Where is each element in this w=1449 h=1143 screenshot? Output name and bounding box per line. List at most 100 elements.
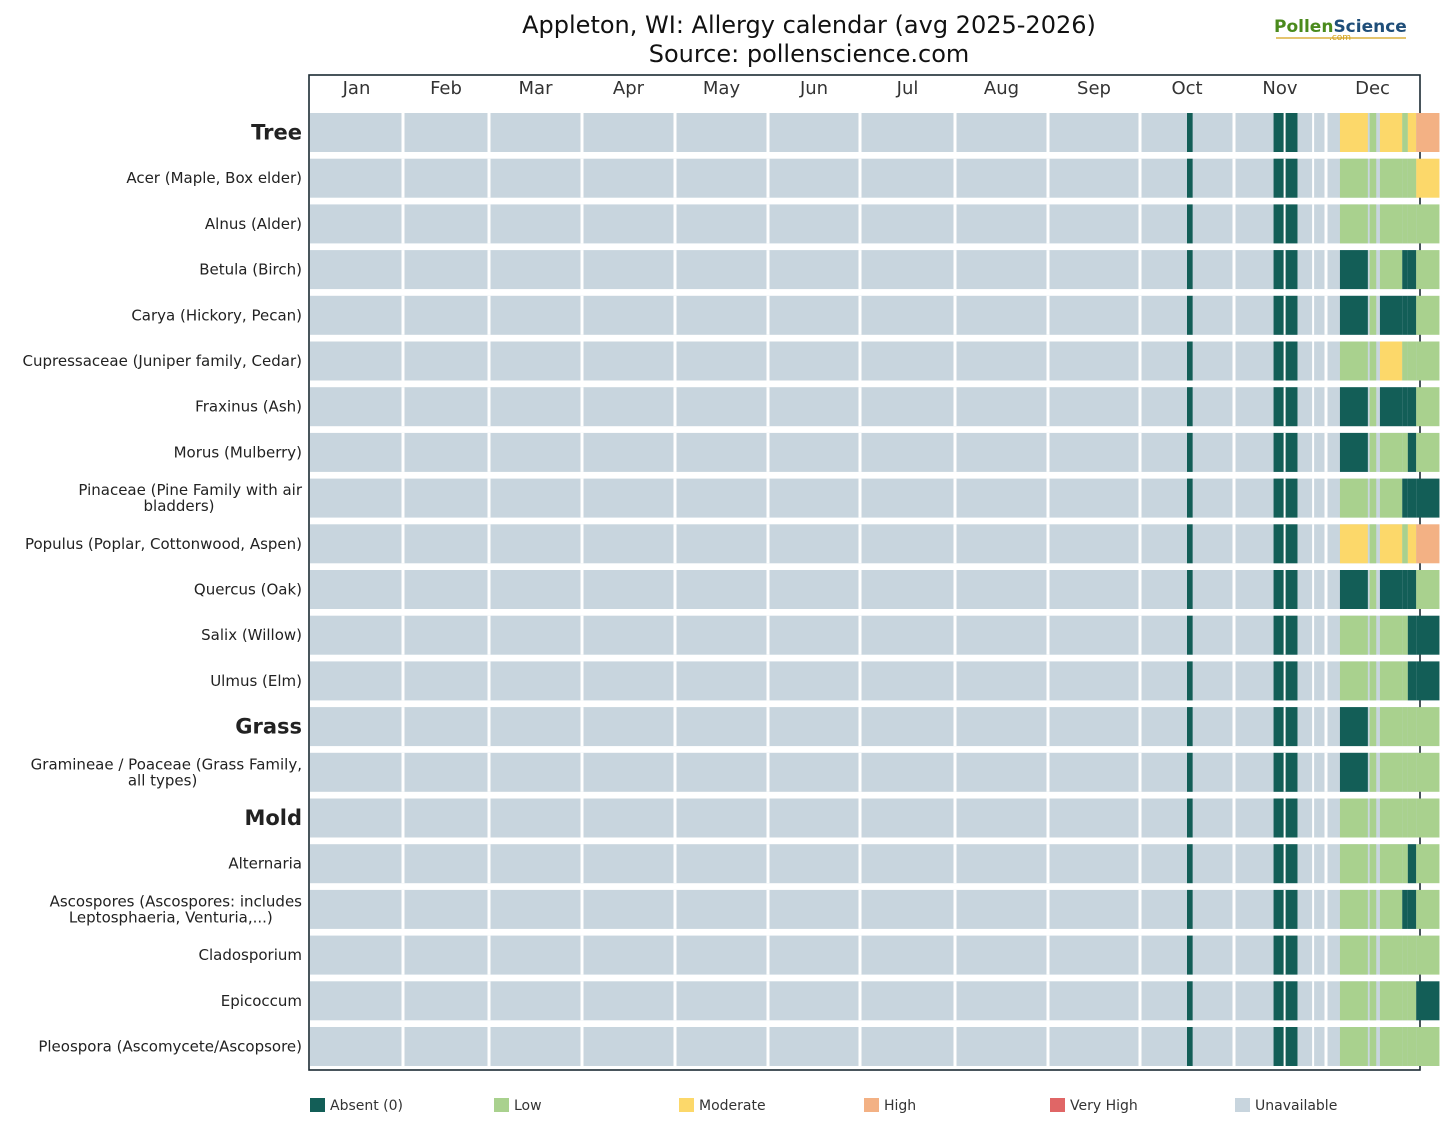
month-separator (673, 889, 677, 929)
month-separator (766, 478, 770, 518)
row-background (310, 844, 1419, 884)
legend-swatch (1050, 1098, 1065, 1112)
pollen-level-cell (1379, 1027, 1403, 1066)
month-separator (953, 570, 957, 609)
week-separator (1312, 295, 1315, 335)
month-separator (858, 844, 862, 884)
month-separator (1046, 889, 1050, 929)
month-separator (1138, 570, 1142, 609)
pollen-level-cell (1407, 204, 1417, 244)
legend: Absent (0) Low Moderate High Very High Unavai… (310, 1098, 1337, 1114)
month-label: Apr (613, 78, 645, 99)
month-label: Oct (1171, 78, 1202, 99)
month-separator (953, 935, 957, 975)
species-row: Alternaria (228, 844, 1440, 884)
week-separator (1312, 387, 1315, 427)
month-separator (858, 981, 862, 1021)
pollen-level-cell (1339, 935, 1368, 975)
pollen-level-cell (1416, 432, 1440, 472)
month-separator (1232, 570, 1236, 609)
month-separator (580, 889, 584, 929)
pollen-level-cell (1187, 113, 1193, 152)
month-separator (1324, 387, 1328, 427)
month-separator (1138, 478, 1142, 518)
pollen-level-cell (1402, 615, 1408, 655)
legend-swatch (1235, 1098, 1250, 1112)
pollen-level-cell (1339, 478, 1368, 518)
month-separator (1232, 935, 1236, 975)
pollen-level-cell (1187, 250, 1193, 290)
month-separator (766, 113, 770, 152)
month-separator (1324, 752, 1328, 792)
week-separator (1312, 844, 1315, 884)
group-label: Tree (251, 121, 302, 145)
month-separator (1232, 798, 1236, 838)
pollen-level-cell (1407, 707, 1417, 747)
row-label: Cladosporium (199, 946, 303, 964)
month-separator (1324, 204, 1328, 244)
month-separator (580, 250, 584, 290)
month-separator (1138, 844, 1142, 884)
week-separator (1283, 204, 1286, 244)
pollen-level-cell (1339, 204, 1368, 244)
month-separator (401, 981, 405, 1021)
pollen-level-cell (1339, 158, 1368, 198)
row-label: Ulmus (Elm) (210, 672, 302, 690)
pollen-level-cell (1187, 707, 1193, 747)
pollen-level-cell (1407, 615, 1417, 655)
month-separator (1138, 707, 1142, 747)
pollen-level-cell (1407, 250, 1417, 290)
month-separator (1046, 615, 1050, 655)
pollen-level-cell (1402, 478, 1408, 518)
pollen-level-cell (1369, 707, 1377, 747)
month-separator (580, 752, 584, 792)
month-label: Jun (799, 78, 828, 99)
month-separator (1232, 432, 1236, 472)
month-separator (580, 113, 584, 152)
month-separator (858, 478, 862, 518)
pollen-level-cell (1407, 478, 1417, 518)
month-separator (953, 524, 957, 564)
pollen-level-cell (1187, 844, 1193, 884)
species-row: Pinaceae (Pine Family with air bladders) (78, 478, 1440, 518)
month-separator (487, 432, 491, 472)
pollen-level-cell (1369, 1027, 1377, 1066)
month-separator (1232, 158, 1236, 198)
pollen-level-cell (1187, 387, 1193, 427)
month-separator (1046, 387, 1050, 427)
month-separator (487, 204, 491, 244)
month-separator (487, 661, 491, 701)
month-separator (858, 1027, 862, 1066)
month-separator (487, 250, 491, 290)
month-separator (487, 478, 491, 518)
month-separator (1046, 981, 1050, 1021)
month-separator (673, 341, 677, 381)
month-separator (580, 570, 584, 609)
month-separator (1046, 798, 1050, 838)
week-separator (1283, 798, 1286, 838)
month-separator (1138, 524, 1142, 564)
pollen-level-cell (1407, 432, 1417, 472)
month-separator (766, 432, 770, 472)
row-label: Salix (Willow) (201, 626, 302, 644)
month-separator (580, 432, 584, 472)
week-separator (1283, 935, 1286, 975)
month-separator (766, 1027, 770, 1066)
month-separator (858, 432, 862, 472)
group-row: Mold (244, 798, 1440, 838)
month-separator (487, 1027, 491, 1066)
week-separator (1283, 432, 1286, 472)
pollen-level-cell (1402, 798, 1408, 838)
month-separator (1046, 478, 1050, 518)
pollen-level-cell (1402, 387, 1408, 427)
species-row: Populus (Poplar, Cottonwood, Aspen) (25, 524, 1440, 564)
logo-text-science: Science (1333, 17, 1406, 37)
row-background (310, 889, 1419, 929)
species-row: Alnus (Alder) (205, 204, 1440, 244)
month-separator (1046, 935, 1050, 975)
month-separator (953, 113, 957, 152)
legend-swatch (494, 1098, 509, 1112)
week-separator (1283, 341, 1286, 381)
month-separator (766, 889, 770, 929)
pollen-level-cell (1339, 707, 1368, 747)
